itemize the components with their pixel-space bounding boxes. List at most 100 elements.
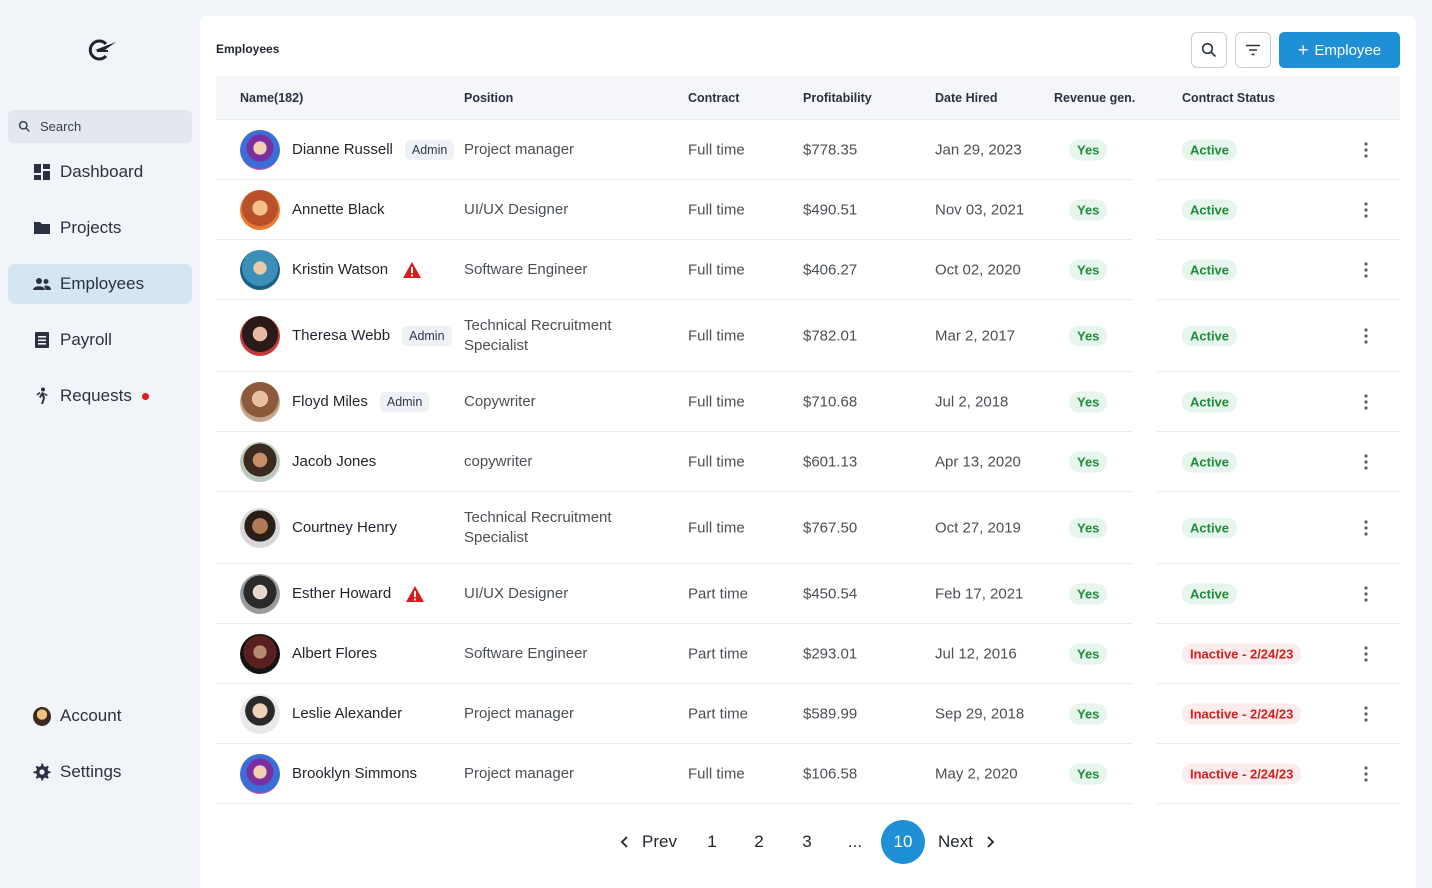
contract-status: Active [1182,139,1238,160]
admin-badge: Admin [402,325,452,346]
nav-projects[interactable]: Projects [8,208,192,248]
nav-employees[interactable]: Employees [8,264,192,304]
employee-name-cell[interactable]: Brooklyn Simmons [240,753,418,794]
col-name[interactable]: Name(182) [240,91,304,105]
chevron-left-icon [620,836,628,848]
employee-name[interactable]: Jacob Jones [292,453,377,470]
search-box[interactable]: Search [8,110,192,143]
add-employee-button[interactable]: + Employee [1279,32,1400,68]
date-hired: Jul 12, 2016 [935,645,1017,662]
profitability: $293.01 [803,645,858,662]
table-row[interactable]: Jacob Jones copywriter Full time $601.13… [216,432,1400,492]
employee-name-cell[interactable]: Dianne Russell Admin [240,129,455,170]
page-3[interactable]: 3 [802,832,812,851]
table-row[interactable]: Leslie Alexander Project manager Part ti… [216,684,1400,744]
more-vertical-icon[interactable] [1359,705,1373,723]
add-employee-label: Employee [1314,41,1382,59]
contract-type: Full time [688,393,745,410]
avatar [240,249,280,290]
page-2[interactable]: 2 [754,832,764,851]
more-vertical-icon[interactable] [1359,585,1373,603]
employee-name-cell[interactable]: Courtney Henry [240,507,398,548]
nav-requests-label: Requests [60,386,132,405]
nav-settings-label: Settings [60,762,122,781]
nav-payroll[interactable]: Payroll [8,320,192,360]
col-position[interactable]: Position [464,91,514,105]
table-row[interactable]: Courtney Henry Technical Recruitment Spe… [216,492,1400,564]
col-date-hired[interactable]: Date Hired [935,91,998,105]
page-1[interactable]: 1 [707,832,717,851]
nav-requests[interactable]: Requests [8,376,192,416]
nav-dashboard[interactable]: Dashboard [8,152,192,192]
employee-name[interactable]: Theresa Webb [292,327,391,344]
revenue-yes: Yes [1069,259,1108,280]
more-vertical-icon[interactable] [1359,261,1373,279]
filter-button[interactable] [1235,32,1271,68]
employee-name[interactable]: Albert Flores [292,645,378,662]
table-row[interactable]: Kristin Watson Software Engineer Full ti… [216,240,1400,300]
more-vertical-icon[interactable] [1359,645,1373,663]
employee-name[interactable]: Esther Howard [292,585,392,602]
table-row[interactable]: Albert Flores Software Engineer Part tim… [216,624,1400,684]
more-vertical-icon[interactable] [1359,141,1373,159]
search-button[interactable] [1191,32,1227,68]
col-profitability[interactable]: Profitability [803,91,872,105]
search-input[interactable]: Search [40,119,82,134]
page-10-current[interactable]: 10 [881,820,925,864]
avatar [240,693,280,734]
employee-name-cell[interactable]: Esther Howard [240,573,425,614]
employee-name-cell[interactable]: Leslie Alexander [240,693,403,734]
employee-name-cell[interactable]: Annette Black [240,189,385,230]
prev-label: Prev [642,832,677,851]
nav-settings[interactable]: Settings [8,752,192,792]
people-icon [33,275,51,293]
more-vertical-icon[interactable] [1359,519,1373,537]
revenue-badge: Yes [1069,703,1108,724]
contract-type: Part time [688,645,749,662]
more-vertical-icon[interactable] [1359,765,1373,783]
table-row[interactable]: Annette Black UI/UX Designer Full time $… [216,180,1400,240]
table-row[interactable]: Theresa Webb Admin Technical Recruitment… [216,300,1400,372]
employee-name-cell[interactable]: Kristin Watson [240,249,422,290]
app-logo-icon[interactable] [84,36,118,64]
employees-table: Name(182) Position Contract Profitabilit… [216,76,1400,804]
table-row[interactable]: Brooklyn Simmons Project manager Full ti… [216,744,1400,804]
more-vertical-icon[interactable] [1359,201,1373,219]
date-hired: Jul 2, 2018 [935,393,1009,410]
revenue-badge: Yes [1069,259,1108,280]
table-row[interactable]: Esther Howard UI/UX Designer Part time $… [216,564,1400,624]
employee-name[interactable]: Leslie Alexander [292,705,403,722]
employee-name[interactable]: Floyd Miles [292,393,368,410]
employee-name-cell[interactable]: Theresa Webb Admin [240,315,452,356]
revenue-yes: Yes [1069,763,1108,784]
employee-name-cell[interactable]: Jacob Jones [240,441,377,482]
employee-name[interactable]: Annette Black [292,201,385,218]
revenue-badge: Yes [1069,583,1108,604]
next-button[interactable]: Next [938,820,997,864]
employee-name[interactable]: Brooklyn Simmons [292,765,418,782]
col-revenue[interactable]: Revenue gen. [1054,91,1136,105]
position: UI/UX Designer [464,200,569,218]
prev-button[interactable]: Prev [618,820,677,864]
revenue-badge: Yes [1069,199,1108,220]
table-row[interactable]: Dianne Russell Admin Project manager Ful… [216,120,1400,180]
revenue-yes: Yes [1069,583,1108,604]
employee-name[interactable]: Dianne Russell [292,141,393,158]
col-contract-status[interactable]: Contract Status [1182,91,1276,105]
position: Technical Recruitment Specialist [464,316,612,354]
more-vertical-icon[interactable] [1359,453,1373,471]
revenue-yes: Yes [1069,643,1108,664]
more-vertical-icon[interactable] [1359,327,1373,345]
employee-name[interactable]: Courtney Henry [292,519,398,536]
more-vertical-icon[interactable] [1359,393,1373,411]
employee-name-cell[interactable]: Floyd Miles Admin [240,381,430,422]
nav-account[interactable]: Account [8,696,192,736]
col-contract[interactable]: Contract [688,91,740,105]
contract-status-badge: Inactive - 2/24/23 [1182,763,1302,784]
profitability: $782.01 [803,327,858,344]
profitability: $767.50 [803,519,858,536]
employee-name-cell[interactable]: Albert Flores [240,633,378,674]
contract-type: Full time [688,519,745,536]
table-row[interactable]: Floyd Miles Admin Copywriter Full time $… [216,372,1400,432]
employee-name[interactable]: Kristin Watson [292,261,389,278]
